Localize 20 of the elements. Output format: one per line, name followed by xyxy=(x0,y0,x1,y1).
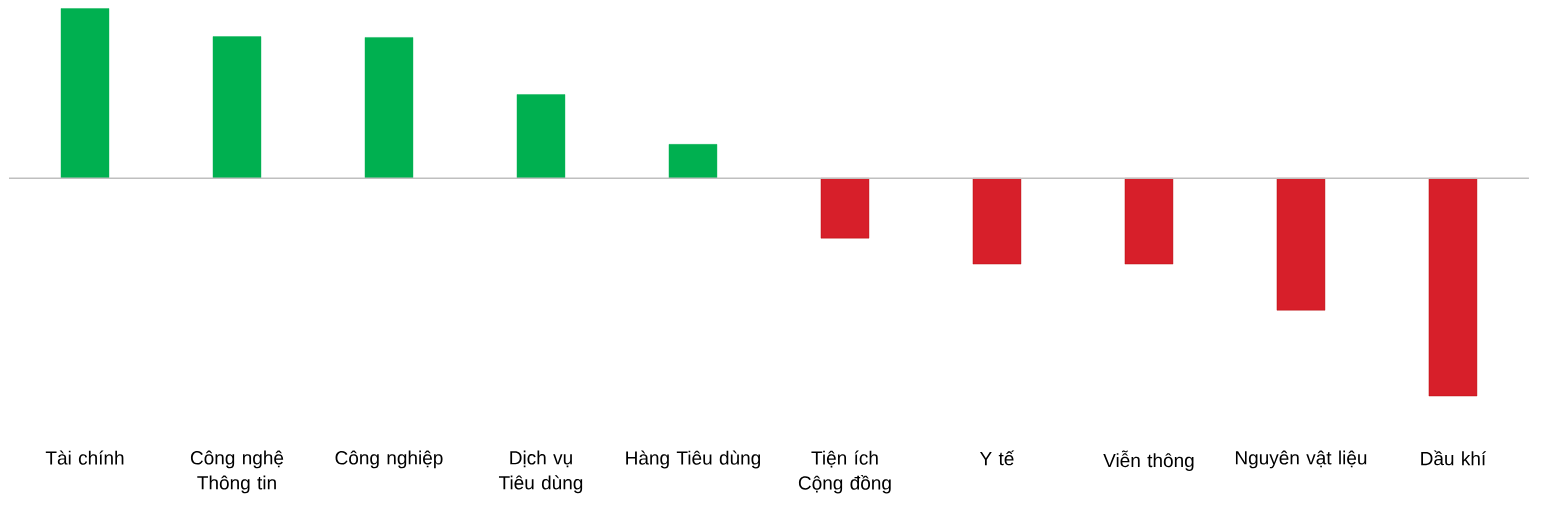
bar xyxy=(60,8,110,179)
bar xyxy=(1276,178,1326,311)
bar xyxy=(364,37,414,179)
bar xyxy=(972,178,1022,265)
bar xyxy=(668,144,718,179)
x-tick-label: Nguyên vật liệu xyxy=(1235,450,1367,469)
x-tick-label: Hàng Tiêu dùng xyxy=(626,450,761,469)
bar xyxy=(820,178,870,239)
bar xyxy=(212,36,262,179)
x-tick-label: Tiện ích Cộng đồng xyxy=(798,450,891,494)
x-tick-label: Dịch vụ Tiêu dùng xyxy=(498,450,583,494)
x-tick-label: Viễn thông xyxy=(1103,450,1194,471)
bar xyxy=(516,94,566,179)
bar xyxy=(1428,178,1478,397)
x-tick-label: Tài chính xyxy=(45,450,124,465)
bar xyxy=(1124,178,1174,265)
x-tick-label: Dầu khí xyxy=(1421,450,1487,466)
x-tick-label: Y tế xyxy=(979,450,1015,466)
x-tick-label: Công nghệ Thông tin xyxy=(190,450,284,494)
x-tick-label: Công nghiệp xyxy=(335,450,443,469)
